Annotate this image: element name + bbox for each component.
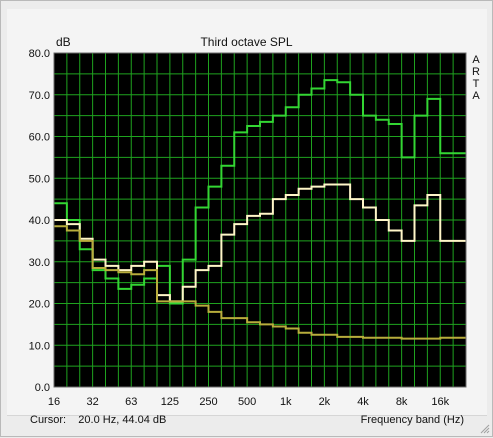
y-tick-labels: 0.0 10.0 20.0 30.0 40.0 50.0 60.0 70.0 80.0: [29, 48, 50, 394]
x-tick-label: 16k: [431, 396, 449, 408]
y-tick-label: 40.0: [29, 215, 50, 227]
y-tick-label: 80.0: [29, 48, 50, 60]
x-tick-label: 1k: [280, 396, 292, 408]
y-tick-label: 60.0: [29, 132, 50, 144]
x-axis-label: Frequency band (Hz): [360, 414, 464, 426]
cursor-value: 20.0 Hz, 44.04 dB: [78, 414, 167, 426]
y-tick-label: 70.0: [29, 90, 50, 102]
series-line-3: [54, 225, 466, 340]
resize-grip-icon[interactable]: [480, 424, 490, 434]
chart-title: Third octave SPL: [200, 35, 293, 49]
plot-border: [53, 52, 467, 388]
arta-side-label: A R T A: [471, 54, 481, 102]
y-tick-label: 0.0: [35, 382, 50, 394]
x-tick-label: 250: [199, 396, 217, 408]
side-letter: A: [472, 90, 480, 102]
x-tick-label: 8k: [396, 396, 408, 408]
x-tick-label: 32: [87, 396, 99, 408]
x-tick-label: 500: [238, 396, 256, 408]
y-tick-label: 10.0: [29, 340, 50, 352]
cursor-label: Cursor:: [30, 414, 67, 426]
y-tick-label: 30.0: [29, 257, 50, 269]
y-tick-label: 50.0: [29, 173, 50, 185]
side-letter: R: [472, 66, 480, 78]
x-tick-label: 63: [125, 396, 137, 408]
y-axis-unit: dB: [56, 35, 71, 49]
cursor-readout: Cursor: 20.0 Hz, 44.04 dB: [30, 414, 166, 426]
series-layer: [54, 79, 466, 340]
series-line-1: [54, 79, 466, 305]
x-tick-labels: 16 32 63 125 250 500 1k 2k 4k 8k 16k: [48, 396, 450, 408]
series-line-2: [54, 183, 466, 303]
x-tick-label: 2k: [319, 396, 331, 408]
x-tick-label: 4k: [357, 396, 369, 408]
x-tick-label: 125: [161, 396, 179, 408]
side-letter: A: [472, 54, 480, 66]
y-tick-label: 20.0: [29, 299, 50, 311]
side-letter: T: [472, 78, 480, 90]
x-tick-label: 16: [48, 396, 60, 408]
